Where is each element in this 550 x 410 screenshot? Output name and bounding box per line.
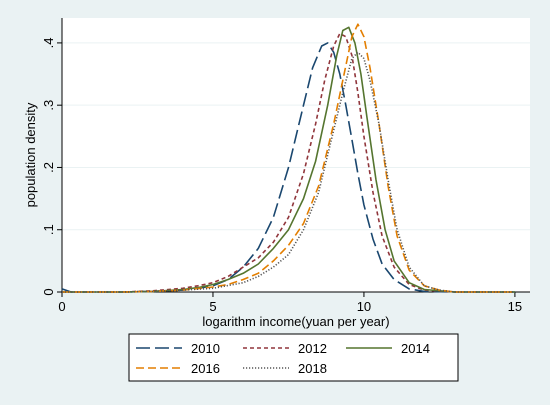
legend-label-2010: 2010 <box>191 341 220 356</box>
legend-label-2012: 2012 <box>298 341 327 356</box>
x-tick-label-1: 5 <box>209 299 216 314</box>
y-tick-label-0: 0 <box>41 288 56 295</box>
y-tick-label-3: .3 <box>41 100 56 111</box>
y-axis-title: population density <box>23 102 38 207</box>
x-tick-label-0: 0 <box>58 299 65 314</box>
legend-box <box>128 333 459 382</box>
x-axis-title: logarithm income(yuan per year) <box>202 314 389 329</box>
y-tick-label-1: .1 <box>41 224 56 235</box>
y-tick-label-2: .2 <box>41 162 56 173</box>
y-tick-label-4: .4 <box>41 37 56 48</box>
legend-label-2016: 2016 <box>191 361 220 376</box>
series-line-2016 <box>62 23 515 293</box>
series-line-2012 <box>62 32 515 293</box>
series-line-2018 <box>62 51 515 293</box>
x-tick-label-3: 15 <box>508 299 522 314</box>
legend-label-2018: 2018 <box>298 361 327 376</box>
legend-label-2014: 2014 <box>401 341 430 356</box>
x-tick-label-2: 10 <box>357 299 371 314</box>
series-line-2014 <box>62 26 515 293</box>
plot-area <box>62 18 530 292</box>
